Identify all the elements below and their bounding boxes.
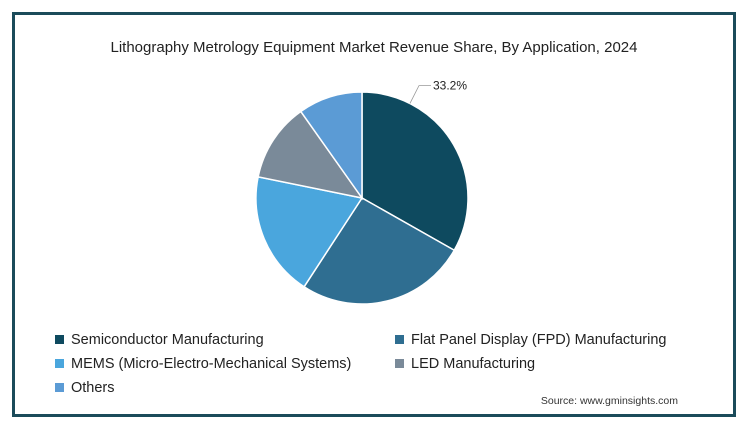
pie-slice-3 <box>257 110 364 200</box>
slice-value-label: 33.2% <box>433 79 467 93</box>
legend-swatch <box>55 335 64 344</box>
chart-title: Lithography Metrology Equipment Market R… <box>110 39 638 56</box>
pie-slice-1 <box>303 197 456 305</box>
legend-label: LED Manufacturing <box>411 355 536 372</box>
legend-item: Flat Panel Display (FPD) Manufacturing <box>395 330 715 349</box>
legend-label: Flat Panel Display (FPD) Manufacturing <box>411 331 667 348</box>
legend: Semiconductor Manufacturing Flat Panel Di… <box>55 330 715 397</box>
legend-swatch <box>55 383 64 392</box>
legend-item: MEMS (Micro-Electro-Mechanical Systems) <box>55 354 395 373</box>
chart-frame: Lithography Metrology Equipment Market R… <box>12 12 736 417</box>
pie-slice-4 <box>299 91 363 201</box>
legend-item: LED Manufacturing <box>395 354 715 373</box>
legend-swatch <box>395 335 404 344</box>
pie-slice-0 <box>361 91 469 252</box>
legend-label: Others <box>71 379 115 396</box>
pie-slice-2 <box>255 175 364 288</box>
legend-swatch <box>55 359 64 368</box>
legend-item: Semiconductor Manufacturing <box>55 330 395 349</box>
legend-label: MEMS (Micro-Electro-Mechanical Systems) <box>71 355 352 372</box>
legend-label: Semiconductor Manufacturing <box>71 331 264 348</box>
legend-item: Others <box>55 378 395 397</box>
legend-swatch <box>395 359 404 368</box>
pie-chart: 33.2% <box>255 79 469 305</box>
label-leader-line <box>409 85 431 104</box>
source-note: Source: www.gminsights.com <box>540 395 678 407</box>
